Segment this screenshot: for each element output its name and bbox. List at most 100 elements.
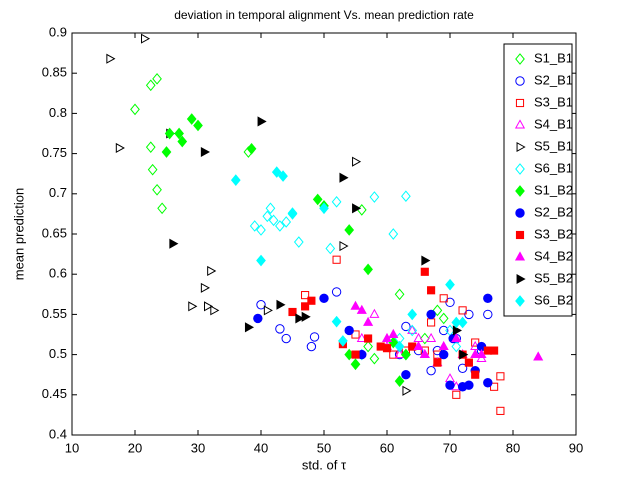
data-point — [169, 238, 179, 249]
data-point — [141, 33, 151, 44]
legend-label: S6_B2 — [534, 292, 573, 307]
data-point — [331, 287, 342, 297]
data-point — [401, 370, 411, 380]
data-point — [207, 265, 217, 277]
data-point — [262, 210, 273, 223]
data-point — [402, 385, 412, 396]
data-point — [356, 304, 367, 314]
y-tick-label: 0.8 — [49, 105, 67, 120]
x-tick-label: 40 — [254, 440, 268, 455]
data-point — [496, 406, 505, 415]
data-point — [413, 340, 424, 350]
data-point — [338, 335, 348, 347]
data-point — [301, 291, 310, 300]
data-point — [147, 163, 158, 176]
data-point — [115, 142, 125, 154]
data-point — [307, 296, 316, 305]
data-point — [275, 220, 285, 232]
legend-marker — [515, 163, 525, 175]
data-point — [490, 382, 499, 391]
legend-label: S5_B1 — [534, 138, 573, 153]
data-point — [130, 103, 140, 116]
data-point — [426, 365, 436, 376]
data-point — [419, 348, 430, 359]
data-point — [452, 325, 462, 336]
data-point — [350, 358, 361, 371]
legend-label: S1_B2 — [534, 182, 573, 197]
y-tick-label: 0.55 — [42, 306, 67, 321]
data-point — [490, 346, 499, 355]
y-tick-label: 0.9 — [49, 24, 67, 39]
data-point — [200, 146, 210, 158]
data-point — [161, 146, 172, 158]
data-point — [281, 216, 292, 228]
data-point — [401, 190, 411, 203]
legend-marker — [515, 230, 525, 240]
data-point — [244, 322, 255, 333]
legend-label: S5_B2 — [534, 270, 573, 285]
data-point — [331, 315, 342, 328]
data-point — [332, 255, 341, 264]
data-point — [445, 380, 455, 390]
legend-label: S3_B2 — [534, 226, 573, 241]
data-point — [356, 332, 367, 342]
x-tick-label: 60 — [380, 440, 394, 455]
data-point — [276, 299, 286, 310]
data-point — [421, 255, 431, 266]
data-point — [268, 214, 279, 227]
data-point — [401, 321, 411, 332]
data-point — [394, 340, 405, 353]
data-point — [177, 135, 188, 148]
data-point — [106, 53, 116, 64]
data-point — [451, 332, 462, 342]
data-point — [344, 224, 355, 236]
legend-label: S3_B1 — [534, 94, 573, 109]
legend-label: S2_B1 — [534, 72, 573, 87]
data-point — [459, 349, 469, 360]
data-point — [352, 203, 362, 214]
data-point — [483, 293, 493, 304]
data-point — [369, 308, 380, 318]
data-point — [439, 349, 449, 360]
x-tick-label: 10 — [65, 440, 79, 455]
data-point — [257, 116, 267, 127]
legend-marker — [516, 273, 526, 285]
data-point — [281, 333, 291, 344]
data-point — [344, 325, 354, 336]
data-point — [483, 378, 493, 388]
data-point — [186, 113, 197, 125]
data-point — [230, 174, 241, 186]
y-tick-label: 0.65 — [42, 225, 67, 240]
data-point — [483, 309, 493, 320]
data-point — [287, 207, 298, 219]
legend-marker — [514, 251, 526, 261]
data-point — [388, 328, 399, 338]
data-point — [278, 170, 288, 182]
y-tick-label: 0.4 — [49, 426, 67, 441]
x-tick-label: 90 — [569, 440, 583, 455]
legend-label: S4_B1 — [534, 116, 573, 131]
legend-marker — [515, 98, 525, 108]
data-point — [249, 220, 260, 232]
data-point — [265, 202, 276, 215]
data-point — [350, 300, 361, 310]
data-point — [309, 332, 320, 342]
data-point — [452, 390, 461, 399]
data-point — [394, 348, 405, 359]
data-point — [164, 127, 175, 140]
x-tick-label: 80 — [506, 440, 520, 455]
data-point — [439, 294, 448, 303]
data-point — [339, 172, 349, 183]
legend: S1_B1 S2_B1 S3_B1 S4_B1 S5_B1 S6_B1 S1_B2 S2_B2… — [503, 43, 573, 317]
legend-marker — [515, 76, 525, 86]
data-point — [426, 332, 437, 342]
data-point — [275, 324, 285, 334]
y-tick-label: 0.85 — [42, 65, 67, 80]
legend-marker — [515, 185, 525, 197]
data-point — [363, 340, 373, 353]
legend-label: S1_B1 — [534, 50, 573, 65]
data-point — [476, 348, 487, 359]
data-point — [407, 324, 418, 337]
data-point — [204, 301, 214, 312]
data-point — [319, 202, 329, 215]
